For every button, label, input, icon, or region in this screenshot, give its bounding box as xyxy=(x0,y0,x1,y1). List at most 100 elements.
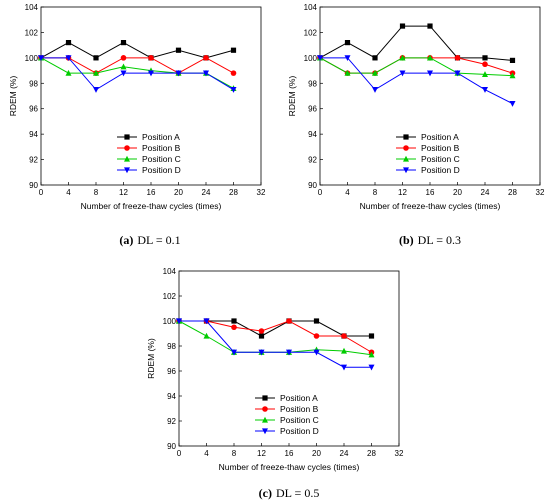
y-axis-label: RDEM (%) xyxy=(146,338,156,379)
series-line-position-b xyxy=(179,320,372,353)
legend-label: Position A xyxy=(280,393,318,403)
legend-label: Position B xyxy=(421,143,460,153)
x-tick-label: 24 xyxy=(202,188,211,197)
x-tick-label: 24 xyxy=(481,188,490,197)
y-tick-label: 94 xyxy=(167,392,176,401)
x-tick-label: 28 xyxy=(229,188,238,197)
x-tick-label: 0 xyxy=(39,188,44,197)
x-tick-label: 28 xyxy=(508,188,517,197)
data-point-position-d xyxy=(341,364,347,371)
data-point-position-c xyxy=(203,332,210,339)
legend-label: Position D xyxy=(421,165,460,175)
data-point-position-c xyxy=(427,54,433,61)
y-tick-label: 104 xyxy=(163,267,177,276)
y-tick-label: 98 xyxy=(167,342,176,351)
chart-panel-2: 0 4 8 12 16 20 24 28 32 90 92 94 96 98 100 102 104 Number… xyxy=(287,3,545,247)
x-tick-label: 16 xyxy=(426,188,435,197)
data-point-position-b xyxy=(231,324,237,331)
legend-marker xyxy=(403,134,409,140)
y-tick-label: 104 xyxy=(25,3,39,12)
legend-marker xyxy=(403,145,409,151)
y-tick-label: 102 xyxy=(304,28,318,37)
panel-caption: (a) DL = 0.1 xyxy=(119,233,180,247)
data-point-position-d xyxy=(427,70,433,77)
y-tick-label: 98 xyxy=(308,79,317,88)
data-point-position-d xyxy=(317,55,323,62)
data-point-position-a xyxy=(482,55,488,61)
x-tick-label: 12 xyxy=(398,188,407,197)
data-point-position-d xyxy=(203,318,210,325)
data-point-position-c xyxy=(372,69,378,76)
series-line-position-a xyxy=(319,25,513,61)
data-point-position-a xyxy=(427,23,433,29)
data-point-position-d xyxy=(38,55,44,62)
data-point-position-b xyxy=(258,328,265,334)
data-point-position-d xyxy=(148,70,154,77)
panel-caption: (c) DL = 0.5 xyxy=(259,486,320,500)
data-point-position-a xyxy=(368,333,375,339)
x-tick-label: 8 xyxy=(232,449,237,458)
legend-marker xyxy=(403,167,409,174)
data-point-position-b xyxy=(148,55,154,61)
x-tick-label: 8 xyxy=(94,188,99,197)
data-point-position-d xyxy=(176,318,182,325)
legend-marker xyxy=(262,406,268,412)
data-point-position-d xyxy=(203,70,209,77)
data-point-position-a xyxy=(509,57,516,63)
data-point-position-b xyxy=(313,333,320,339)
data-point-position-c xyxy=(341,347,347,354)
chart-panel-1: 0 4 8 12 16 20 24 28 32 90 92 94 96 98 100 102 104 Number… xyxy=(8,3,266,247)
legend-marker xyxy=(124,145,130,151)
data-point-position-b xyxy=(454,55,461,61)
data-point-position-a xyxy=(230,47,237,53)
data-point-position-c xyxy=(65,69,72,76)
data-point-position-d xyxy=(230,87,237,93)
x-tick-label: 16 xyxy=(147,188,156,197)
x-tick-label: 20 xyxy=(312,449,321,458)
series-line-position-d xyxy=(41,57,234,91)
x-tick-label: 0 xyxy=(318,188,323,197)
series-line-position-a xyxy=(40,42,234,59)
y-tick-label: 92 xyxy=(167,417,176,426)
x-tick-label: 8 xyxy=(373,188,378,197)
x-tick-label: 32 xyxy=(257,188,266,197)
data-point-position-a xyxy=(372,55,378,61)
x-tick-label: 20 xyxy=(174,188,183,197)
x-axis-label: Number of freeze-thaw cycles (times) xyxy=(219,462,360,472)
data-point-position-b xyxy=(482,61,488,68)
series-line-position-a xyxy=(179,320,372,337)
data-point-position-d xyxy=(372,87,378,93)
legend-marker xyxy=(262,428,268,435)
data-point-position-d xyxy=(231,349,237,356)
legend-marker xyxy=(262,416,268,423)
data-point-position-b xyxy=(341,333,347,339)
legend-label: Position A xyxy=(421,132,459,142)
legend-label: Position C xyxy=(280,415,319,425)
data-point-position-d xyxy=(344,55,351,62)
data-point-position-b xyxy=(286,318,292,324)
legend-label: Position D xyxy=(280,426,319,436)
y-tick-label: 102 xyxy=(25,28,39,37)
legend-label: Position D xyxy=(142,165,181,175)
legend-marker xyxy=(403,155,409,162)
data-point-position-d xyxy=(399,70,406,77)
y-tick-label: 94 xyxy=(29,130,38,139)
y-axis-label: RDEM (%) xyxy=(287,76,297,117)
y-tick-label: 96 xyxy=(308,105,317,114)
data-point-position-d xyxy=(258,349,265,356)
data-point-position-c xyxy=(344,69,351,76)
x-tick-label: 16 xyxy=(285,449,294,458)
data-point-position-d xyxy=(313,349,320,356)
data-point-position-a xyxy=(93,55,99,61)
y-tick-label: 104 xyxy=(304,3,318,12)
data-point-position-d xyxy=(175,70,182,77)
data-point-position-b xyxy=(120,55,127,61)
y-tick-label: 100 xyxy=(163,317,177,326)
legend-marker xyxy=(262,395,268,401)
data-point-position-c xyxy=(482,71,488,77)
data-point-position-d xyxy=(482,87,488,93)
panel-caption-label: (b) xyxy=(399,233,414,247)
y-axis-label: RDEM (%) xyxy=(8,76,18,117)
panel-caption-text: DL = 0.3 xyxy=(418,233,461,247)
data-point-position-a xyxy=(120,40,127,46)
